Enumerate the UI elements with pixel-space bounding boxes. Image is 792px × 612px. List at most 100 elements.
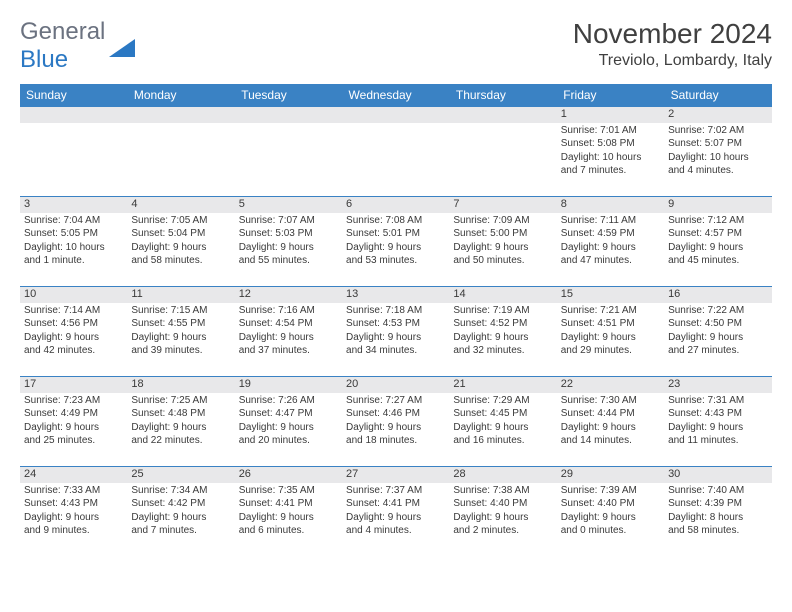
day-details: Sunrise: 7:22 AMSunset: 4:50 PMDaylight:… — [664, 303, 771, 363]
daynum-cell: 9 — [664, 197, 771, 213]
day-details: Sunrise: 7:27 AMSunset: 4:46 PMDaylight:… — [342, 393, 449, 453]
daynum-cell: 21 — [449, 377, 556, 393]
logo-triangle-icon — [109, 35, 135, 57]
day-line: Sunrise: 7:29 AM — [453, 395, 552, 408]
daynum-cell: 1 — [557, 107, 664, 123]
day-line: and 0 minutes. — [561, 525, 660, 538]
day-number: 17 — [20, 377, 127, 391]
daybody-cell: Sunrise: 7:40 AMSunset: 4:39 PMDaylight:… — [664, 483, 771, 557]
daynum-cell: 10 — [20, 287, 127, 303]
day-number: 7 — [449, 197, 556, 211]
day-line: Sunset: 4:56 PM — [24, 318, 123, 331]
day-line: Sunset: 4:59 PM — [561, 228, 660, 241]
day-line: Sunset: 4:54 PM — [239, 318, 338, 331]
day-line: Daylight: 9 hours — [131, 242, 230, 255]
day-line: and 53 minutes. — [346, 255, 445, 268]
location: Treviolo, Lombardy, Italy — [573, 52, 772, 70]
day-line: Daylight: 9 hours — [24, 422, 123, 435]
day-line: Daylight: 10 hours — [561, 152, 660, 165]
day-line: and 16 minutes. — [453, 435, 552, 448]
day-line: Daylight: 9 hours — [668, 422, 767, 435]
day-details: Sunrise: 7:01 AMSunset: 5:08 PMDaylight:… — [557, 123, 664, 183]
day-line: Daylight: 9 hours — [668, 332, 767, 345]
weekday-header: Wednesday — [342, 84, 449, 107]
day-line: Daylight: 9 hours — [453, 512, 552, 525]
daybody-cell: Sunrise: 7:04 AMSunset: 5:05 PMDaylight:… — [20, 213, 127, 287]
day-number: 3 — [20, 197, 127, 211]
day-details: Sunrise: 7:34 AMSunset: 4:42 PMDaylight:… — [127, 483, 234, 543]
daybody-cell: Sunrise: 7:08 AMSunset: 5:01 PMDaylight:… — [342, 213, 449, 287]
day-line: Sunset: 5:01 PM — [346, 228, 445, 241]
day-line: Sunrise: 7:18 AM — [346, 305, 445, 318]
weekday-header: Thursday — [449, 84, 556, 107]
day-line: Daylight: 10 hours — [668, 152, 767, 165]
day-line: Sunrise: 7:21 AM — [561, 305, 660, 318]
day-number: 2 — [664, 107, 771, 121]
day-line: Sunrise: 7:08 AM — [346, 215, 445, 228]
daynum-row: 24252627282930 — [20, 467, 772, 483]
day-line: Sunset: 4:50 PM — [668, 318, 767, 331]
daybody-cell: Sunrise: 7:35 AMSunset: 4:41 PMDaylight:… — [235, 483, 342, 557]
daynum-cell: 15 — [557, 287, 664, 303]
day-line: and 14 minutes. — [561, 435, 660, 448]
daybody-cell — [342, 123, 449, 197]
day-number: 19 — [235, 377, 342, 391]
day-line: Sunset: 4:43 PM — [24, 498, 123, 511]
daybody-cell: Sunrise: 7:30 AMSunset: 4:44 PMDaylight:… — [557, 393, 664, 467]
daynum-cell: 6 — [342, 197, 449, 213]
day-line: Sunrise: 7:27 AM — [346, 395, 445, 408]
day-number: 9 — [664, 197, 771, 211]
day-details: Sunrise: 7:11 AMSunset: 4:59 PMDaylight:… — [557, 213, 664, 273]
daybody-cell: Sunrise: 7:38 AMSunset: 4:40 PMDaylight:… — [449, 483, 556, 557]
day-line: Daylight: 9 hours — [346, 332, 445, 345]
day-number: 24 — [20, 467, 127, 481]
day-line: and 22 minutes. — [131, 435, 230, 448]
day-number: 26 — [235, 467, 342, 481]
day-line: and 11 minutes. — [668, 435, 767, 448]
daybody-cell — [449, 123, 556, 197]
day-line: Sunrise: 7:23 AM — [24, 395, 123, 408]
month-title: November 2024 — [573, 18, 772, 50]
day-number: 23 — [664, 377, 771, 391]
day-line: and 29 minutes. — [561, 345, 660, 358]
day-line: Daylight: 9 hours — [561, 242, 660, 255]
daybody-cell: Sunrise: 7:27 AMSunset: 4:46 PMDaylight:… — [342, 393, 449, 467]
calendar-head: SundayMondayTuesdayWednesdayThursdayFrid… — [20, 84, 772, 107]
daybody-cell: Sunrise: 7:19 AMSunset: 4:52 PMDaylight:… — [449, 303, 556, 377]
day-line: Daylight: 9 hours — [239, 422, 338, 435]
day-number: 30 — [664, 467, 771, 481]
day-number: 14 — [449, 287, 556, 301]
daybody-cell: Sunrise: 7:37 AMSunset: 4:41 PMDaylight:… — [342, 483, 449, 557]
daynum-cell: 3 — [20, 197, 127, 213]
weekday-header: Saturday — [664, 84, 771, 107]
day-line: Daylight: 10 hours — [24, 242, 123, 255]
day-line: and 20 minutes. — [239, 435, 338, 448]
day-line: Daylight: 9 hours — [561, 422, 660, 435]
day-details: Sunrise: 7:18 AMSunset: 4:53 PMDaylight:… — [342, 303, 449, 363]
daybody-cell: Sunrise: 7:29 AMSunset: 4:45 PMDaylight:… — [449, 393, 556, 467]
day-line: Sunset: 4:49 PM — [24, 408, 123, 421]
day-line: and 55 minutes. — [239, 255, 338, 268]
daynum-cell: 29 — [557, 467, 664, 483]
day-line: Sunset: 4:57 PM — [668, 228, 767, 241]
day-line: and 58 minutes. — [131, 255, 230, 268]
day-number: 22 — [557, 377, 664, 391]
weekday-header: Sunday — [20, 84, 127, 107]
day-details: Sunrise: 7:29 AMSunset: 4:45 PMDaylight:… — [449, 393, 556, 453]
daybody-cell: Sunrise: 7:21 AMSunset: 4:51 PMDaylight:… — [557, 303, 664, 377]
day-details: Sunrise: 7:26 AMSunset: 4:47 PMDaylight:… — [235, 393, 342, 453]
day-number: 27 — [342, 467, 449, 481]
day-line: Sunset: 4:40 PM — [561, 498, 660, 511]
day-line: and 50 minutes. — [453, 255, 552, 268]
day-details: Sunrise: 7:14 AMSunset: 4:56 PMDaylight:… — [20, 303, 127, 363]
day-number: 29 — [557, 467, 664, 481]
title-block: November 2024 Treviolo, Lombardy, Italy — [573, 18, 772, 70]
day-line: and 7 minutes. — [131, 525, 230, 538]
day-line: Daylight: 9 hours — [453, 422, 552, 435]
day-line: Sunrise: 7:39 AM — [561, 485, 660, 498]
day-line: Sunset: 4:55 PM — [131, 318, 230, 331]
day-number: 12 — [235, 287, 342, 301]
day-line: Sunset: 4:47 PM — [239, 408, 338, 421]
day-line: Sunset: 4:43 PM — [668, 408, 767, 421]
weekday-header: Tuesday — [235, 84, 342, 107]
